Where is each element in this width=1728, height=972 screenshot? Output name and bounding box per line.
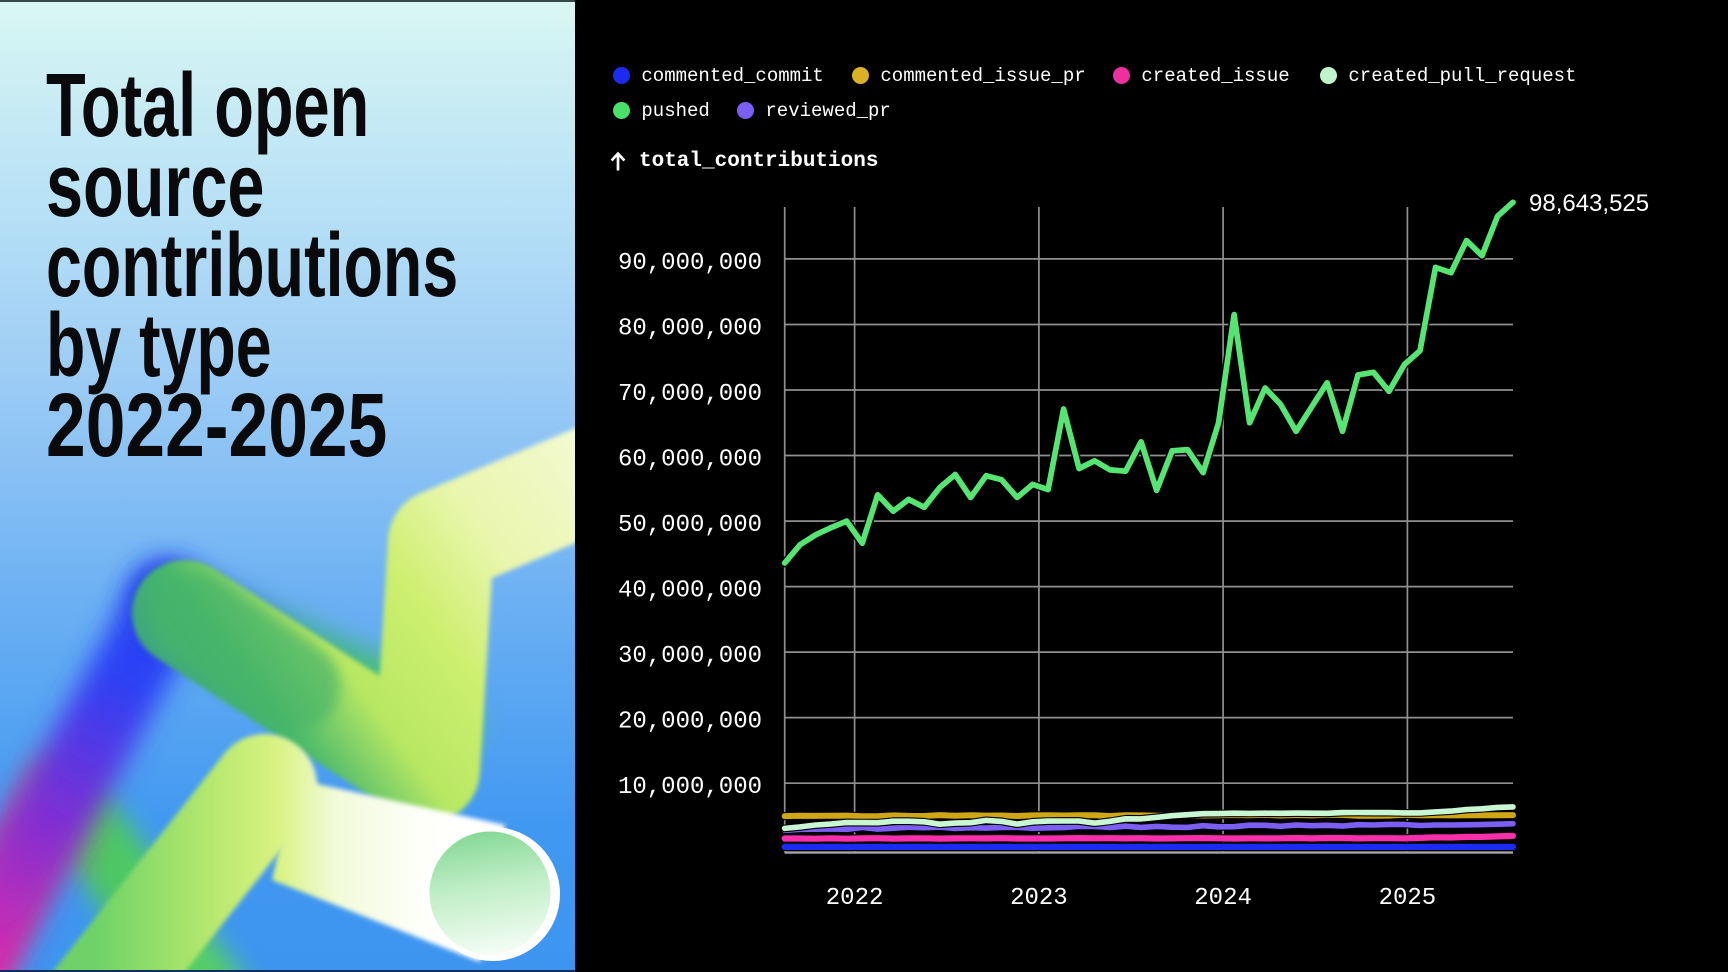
svg-text:50,000,000: 50,000,000 <box>618 512 762 539</box>
svg-text:2023: 2023 <box>1010 885 1068 912</box>
svg-text:60,000,000: 60,000,000 <box>618 447 762 474</box>
svg-text:80,000,000: 80,000,000 <box>618 316 762 343</box>
svg-text:70,000,000: 70,000,000 <box>618 381 762 408</box>
svg-text:20,000,000: 20,000,000 <box>618 709 762 736</box>
svg-text:40,000,000: 40,000,000 <box>618 578 762 605</box>
svg-text:30,000,000: 30,000,000 <box>618 643 762 670</box>
svg-text:10,000,000: 10,000,000 <box>618 774 762 801</box>
svg-text:2022: 2022 <box>826 885 884 912</box>
svg-text:90,000,000: 90,000,000 <box>618 250 762 277</box>
svg-text:2024: 2024 <box>1194 885 1252 912</box>
svg-text:98,643,525: 98,643,525 <box>1529 190 1649 217</box>
svg-text:2025: 2025 <box>1379 885 1437 912</box>
